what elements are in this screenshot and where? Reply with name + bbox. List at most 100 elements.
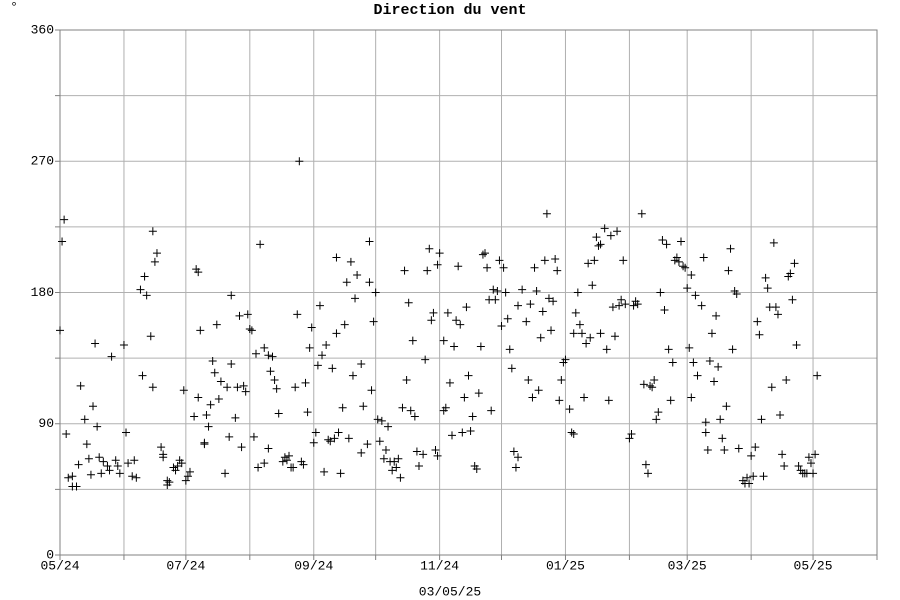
scatter-point — [450, 342, 459, 351]
scatter-point — [514, 453, 523, 462]
scatter-point — [639, 380, 648, 389]
scatter-point — [538, 307, 547, 316]
scatter-point — [76, 381, 85, 390]
scatter-point — [243, 310, 252, 319]
scatter-point — [412, 447, 421, 456]
scatter-point — [91, 339, 100, 348]
scatter-point — [660, 306, 669, 314]
scatter-point — [152, 249, 161, 258]
scatter-point — [196, 326, 205, 335]
scatter-point — [806, 459, 815, 468]
scatter-point — [582, 339, 591, 348]
scatter-point — [658, 236, 667, 244]
scatter-point — [650, 376, 659, 384]
scatter-point — [357, 448, 366, 457]
scatter-point — [452, 316, 461, 325]
scatter-point — [551, 254, 560, 263]
footer-date: 03/05/25 — [419, 584, 481, 599]
scatter-point — [753, 317, 762, 326]
scatter-point — [402, 376, 411, 384]
scatter-point — [221, 469, 230, 478]
scatter-point — [227, 359, 236, 368]
scatter-point — [406, 406, 415, 415]
scatter-point — [703, 446, 712, 454]
scatter-point — [569, 329, 578, 338]
scatter-point — [311, 428, 320, 437]
scatter-point — [526, 300, 535, 309]
scatter-point — [369, 317, 378, 326]
scatter-point — [353, 271, 362, 279]
scatter-point — [212, 320, 221, 329]
scatter-point — [97, 469, 106, 478]
scatter-point — [466, 427, 475, 436]
scatter-point — [56, 326, 64, 335]
scatter-point — [776, 411, 785, 419]
scatter-point — [421, 355, 430, 364]
scatter-point — [132, 473, 141, 482]
scatter-point — [677, 237, 686, 246]
scatter-point — [206, 400, 215, 409]
scatter-point — [596, 240, 605, 249]
scatter-point — [338, 403, 347, 412]
scatter-point — [179, 386, 188, 395]
scatter-point — [173, 462, 182, 471]
scatter-point — [379, 454, 388, 463]
scatter-point — [274, 409, 283, 418]
scatter-point — [656, 288, 665, 297]
scatter-point — [507, 364, 516, 373]
chart-title: Direction du vent — [373, 2, 526, 19]
scatter-point — [462, 303, 471, 312]
scatter-point — [621, 300, 630, 309]
scatter-point — [443, 308, 452, 317]
scatter-point — [712, 311, 721, 320]
scatter-point — [571, 308, 580, 317]
scatter-point — [394, 454, 403, 463]
scatter-point — [683, 284, 692, 293]
scatter-point — [225, 432, 234, 441]
scatter-point — [400, 266, 409, 275]
scatter-point — [128, 472, 137, 481]
scatter-point — [336, 469, 345, 478]
y-tick-label: 360 — [31, 22, 54, 37]
scatter-point — [743, 473, 752, 482]
scatter-point — [699, 253, 708, 262]
scatter-point — [509, 447, 518, 456]
scatter-point — [245, 324, 254, 333]
scatter-point — [150, 257, 159, 266]
scatter-point — [478, 250, 487, 259]
scatter-point — [565, 405, 574, 414]
scatter-point — [652, 415, 661, 424]
scatter-point — [654, 408, 663, 417]
scatter-point — [377, 416, 386, 425]
scatter-point — [707, 329, 716, 338]
scatter-point — [726, 244, 735, 253]
scatter-point — [216, 377, 225, 386]
scatter-point — [99, 457, 108, 466]
scatter-point — [200, 440, 209, 449]
scatter-point — [410, 412, 419, 421]
scatter-point — [427, 316, 436, 325]
scatter-point — [251, 349, 260, 358]
scatter-point — [534, 386, 543, 395]
x-tick-label: 05/24 — [40, 558, 79, 573]
scatter-point — [664, 345, 673, 354]
scatter-point — [293, 310, 302, 319]
scatter-point — [763, 284, 772, 293]
scatter-point — [629, 301, 638, 310]
scatter-point — [340, 320, 349, 329]
scatter-point — [408, 336, 417, 345]
scatter-point — [113, 462, 122, 471]
scatter-point — [140, 272, 149, 281]
scatter-point — [346, 257, 355, 266]
scatter-point — [454, 262, 463, 271]
scatter-point — [701, 418, 710, 427]
scatter-point — [60, 215, 69, 224]
scatter-point — [256, 240, 265, 249]
scatter-point — [705, 357, 714, 366]
scatter-point — [392, 463, 401, 472]
scatter-point — [497, 322, 506, 331]
scatter-point — [441, 403, 450, 412]
scatter-point — [648, 383, 657, 392]
scatter-point — [433, 260, 442, 269]
scatter-point — [359, 402, 368, 411]
